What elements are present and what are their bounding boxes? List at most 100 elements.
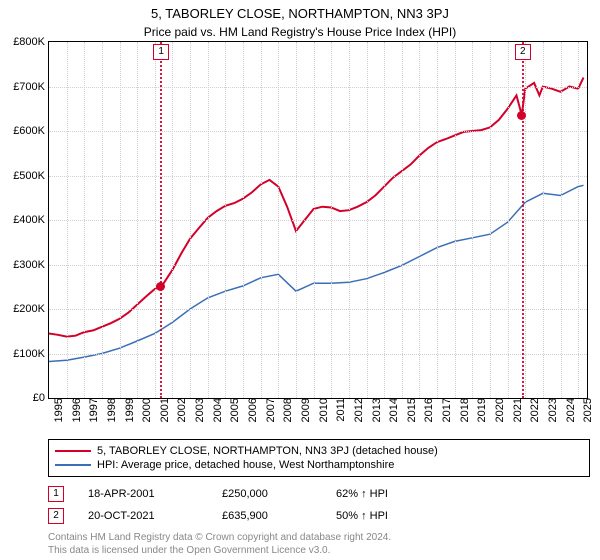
x-tick-label: 2019	[474, 398, 488, 422]
x-tick-label: 2012	[351, 398, 365, 422]
series-property	[49, 78, 584, 337]
x-tick-label: 1999	[122, 398, 136, 422]
x-tick-label: 2021	[510, 398, 524, 422]
y-tick-label: £800K	[13, 36, 49, 48]
gridline-v	[525, 42, 526, 398]
gridline-v	[190, 42, 191, 398]
event-row: 220-OCT-2021£635,90050% ↑ HPI	[48, 505, 590, 527]
legend-row: 5, TABORLEY CLOSE, NORTHAMPTON, NN3 3PJ …	[55, 444, 583, 458]
chart-subtitle: Price paid vs. HM Land Registry's House …	[0, 21, 600, 41]
legend-label: HPI: Average price, detached house, West…	[97, 459, 394, 471]
gridline-h	[49, 176, 587, 177]
gridline-v	[261, 42, 262, 398]
gridline-v	[102, 42, 103, 398]
x-tick-label: 1998	[104, 398, 118, 422]
x-tick-label: 2016	[421, 398, 435, 422]
gridline-v	[402, 42, 403, 398]
gridline-v	[120, 42, 121, 398]
marker-box-1: 1	[153, 44, 169, 60]
event-row: 1 18-APR-2001 £250,000 62% ↑ HPI	[48, 483, 590, 505]
gridline-h	[49, 131, 587, 132]
footer-line-1: Contains HM Land Registry data © Crown c…	[48, 531, 590, 544]
x-tick-label: 2006	[245, 398, 259, 422]
gridline-v	[455, 42, 456, 398]
x-tick-label: 2000	[139, 398, 153, 422]
legend-row: HPI: Average price, detached house, West…	[55, 458, 583, 472]
y-tick-label: £0	[33, 392, 49, 404]
footer-line-2: This data is licensed under the Open Gov…	[48, 544, 590, 557]
gridline-v	[437, 42, 438, 398]
x-tick-label: 2005	[227, 398, 241, 422]
gridline-v	[155, 42, 156, 398]
x-tick-label: 2018	[457, 398, 471, 422]
x-tick-label: 2015	[404, 398, 418, 422]
gridline-v	[296, 42, 297, 398]
gridline-v	[172, 42, 173, 398]
marker-dot-1	[156, 282, 165, 291]
gridline-v	[208, 42, 209, 398]
x-tick-label: 2007	[263, 398, 277, 422]
marker-line-1	[160, 42, 162, 398]
gridline-v	[384, 42, 385, 398]
gridline-h	[49, 354, 587, 355]
event-marker-box: 1	[48, 486, 64, 502]
gridline-v	[225, 42, 226, 398]
y-tick-label: £200K	[13, 303, 49, 315]
x-tick-label: 1997	[86, 398, 100, 422]
marker-line-2	[522, 42, 524, 398]
x-tick-label: 2020	[492, 398, 506, 422]
x-tick-label: 2003	[192, 398, 206, 422]
x-tick-label: 2002	[174, 398, 188, 422]
x-tick-label: 2009	[298, 398, 312, 422]
legend-swatch	[55, 464, 91, 466]
gridline-v	[508, 42, 509, 398]
gridline-v	[278, 42, 279, 398]
gridline-v	[137, 42, 138, 398]
chart-title: 5, TABORLEY CLOSE, NORTHAMPTON, NN3 3PJ	[0, 0, 600, 21]
x-tick-label: 2025	[580, 398, 594, 422]
gridline-v	[67, 42, 68, 398]
price-chart: £0£100K£200K£300K£400K£500K£600K£700K£80…	[48, 41, 588, 399]
y-tick-label: £700K	[13, 81, 49, 93]
x-tick-label: 2001	[157, 398, 171, 422]
x-tick-label: 2014	[386, 398, 400, 422]
gridline-v	[314, 42, 315, 398]
legend-swatch	[55, 450, 91, 452]
gridline-v	[578, 42, 579, 398]
x-tick-label: 2010	[316, 398, 330, 422]
y-tick-label: £300K	[13, 259, 49, 271]
event-pct-vs-hpi: 62% ↑ HPI	[336, 488, 388, 500]
x-tick-label: 2011	[333, 398, 347, 422]
gridline-v	[243, 42, 244, 398]
y-tick-label: £500K	[13, 170, 49, 182]
x-tick-label: 1995	[51, 398, 65, 422]
footer-attribution: Contains HM Land Registry data © Crown c…	[48, 531, 590, 557]
x-tick-label: 2024	[563, 398, 577, 422]
marker-box-2: 2	[515, 44, 531, 60]
x-tick-label: 2017	[439, 398, 453, 422]
event-marker-box: 2	[48, 508, 64, 524]
x-tick-label: 2008	[280, 398, 294, 422]
legend-label: 5, TABORLEY CLOSE, NORTHAMPTON, NN3 3PJ …	[97, 445, 438, 457]
gridline-h	[49, 265, 587, 266]
event-date: 18-APR-2001	[88, 488, 198, 500]
gridline-v	[331, 42, 332, 398]
gridline-h	[49, 309, 587, 310]
marker-dot-2	[517, 111, 526, 120]
gridline-v	[419, 42, 420, 398]
gridline-v	[561, 42, 562, 398]
y-tick-label: £600K	[13, 125, 49, 137]
y-tick-label: £100K	[13, 348, 49, 360]
x-tick-label: 1996	[69, 398, 83, 422]
gridline-v	[490, 42, 491, 398]
y-tick-label: £400K	[13, 214, 49, 226]
event-price: £250,000	[222, 488, 312, 500]
legend: 5, TABORLEY CLOSE, NORTHAMPTON, NN3 3PJ …	[48, 439, 590, 477]
gridline-v	[367, 42, 368, 398]
gridline-h	[49, 87, 587, 88]
gridline-h	[49, 220, 587, 221]
x-tick-label: 2023	[545, 398, 559, 422]
gridline-v	[543, 42, 544, 398]
x-tick-label: 2022	[527, 398, 541, 422]
event-price: £635,900	[222, 510, 312, 522]
